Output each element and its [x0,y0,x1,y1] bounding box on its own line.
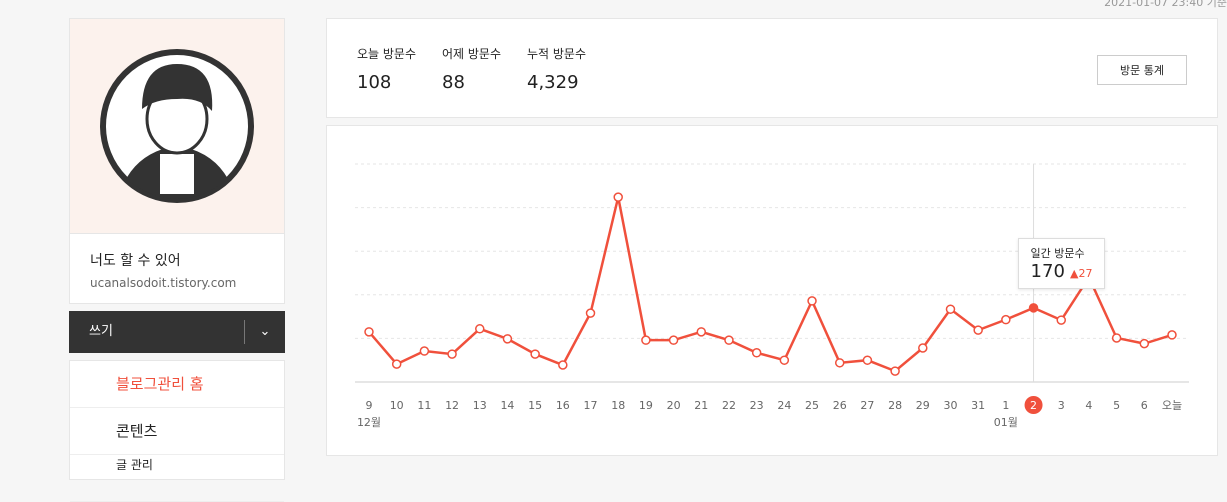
x-tick-label: 27 [860,399,874,412]
menu-item[interactable]: 콘텐츠 [70,408,284,455]
x-tick-label: 6 [1141,399,1148,412]
point [585,308,596,318]
category-highlight [1024,396,1043,414]
point [779,355,790,365]
x-tick-label: 13 [473,399,487,412]
x-tick-label: 14 [500,399,514,412]
line [368,196,1173,373]
x-tick-label: 16 [556,399,570,412]
point [807,296,817,306]
point [558,360,568,370]
point [475,324,485,334]
point [973,325,983,335]
stat-value: 4,329 [527,72,579,93]
page: 2021-01-07 23:40 기준 너도 할 수 있어 ucanalsodo… [69,0,1227,480]
point [364,327,374,337]
x-tick-label: 25 [805,399,819,412]
point [890,366,900,376]
x-tick-label: 21 [694,399,708,412]
x-tick-label: 28 [888,399,902,412]
point [1167,330,1177,340]
menu-item[interactable]: 글 관리 [70,455,284,502]
avatar [100,49,254,203]
x-sublabel: 01월 [994,416,1018,429]
point [862,355,873,365]
blog-url[interactable]: ucanalsodoit.tistory.com [90,276,237,290]
x-tick-label: 3 [1058,399,1065,412]
x-tick-label: 30 [943,399,957,412]
point [1028,303,1039,313]
point [1111,333,1122,343]
point [696,327,707,337]
x-tick-label: 9 [366,399,373,412]
tooltip: 일간 방문수 170 ▲27 [1017,237,1106,289]
dropdown-toggle[interactable]: ⌄ [244,320,285,344]
point [1001,314,1011,325]
stat-label: 누적 방문수 [527,47,587,61]
x-tick-label: 31 [971,399,985,412]
stat-label: 어제 방문수 [442,47,502,61]
point [751,348,762,358]
stat: 어제 방문수 88 [442,45,501,93]
x-tick-label: 2 [1030,399,1037,412]
x-tick-label: 26 [833,399,847,412]
point [641,335,651,345]
chart-card: 9 12월 10 11 12 13 14 15 16 17 18 19 20 21 22 23 24 25 26 27… [326,125,1218,456]
x-tick-label: 15 [528,399,542,412]
stat-value: 108 [357,72,392,93]
menu-item[interactable]: 블로그관리 홈 [70,361,284,408]
tooltip-change: 27 [1078,266,1093,280]
tooltip-value: 170 [1030,260,1065,282]
x-tick-label: 5 [1113,399,1120,412]
stat-label: 오늘 방문수 [357,47,417,61]
x-tick-label: 4 [1085,399,1092,412]
menu: 블로그관리 홈 콘텐츠 글 관리 [69,360,285,502]
point [1056,315,1066,325]
write-button[interactable]: 쓰기 ⌄ [69,311,285,353]
point [391,359,402,369]
stat-value: 88 [442,72,465,93]
x-tick-label: 29 [916,399,930,412]
x-tick-label: 20 [667,399,681,412]
stat: 누적 방문수 4,329 [527,45,586,93]
x-tick-label: 23 [750,399,764,412]
point [918,343,928,353]
stat: 오늘 방문수 108 [357,45,416,93]
x-tick-label: 12 [445,399,459,412]
point [724,335,734,345]
x-tick-label: 24 [777,399,791,412]
point [530,349,540,359]
profile-image[interactable] [69,18,285,234]
point [945,304,956,314]
point [668,335,679,345]
point [419,346,430,356]
tooltip-change-icon: ▲ [1070,266,1079,280]
stats-card: 오늘 방문수 108 어제 방문수 88 누적 방문수 4,329 방문 통계 [326,18,1218,118]
stats-button[interactable]: 방문 통계 [1097,55,1187,85]
blog-info: 너도 할 수 있어 ucanalsodoit.tistory.com [69,233,285,304]
point [447,349,457,359]
x-tick-label: 22 [722,399,736,412]
x-tick-label: 10 [390,399,404,412]
x-tick-label: 11 [417,399,431,412]
point [1139,338,1150,349]
x-tick-label: 18 [611,399,625,412]
x-tick-label: 1 [1002,399,1009,412]
x-tick-label: 17 [584,399,598,412]
write-label: 쓰기 [89,324,113,339]
x-tick-label: 오늘 [1162,399,1182,412]
timestamp: 2021-01-07 23:40 기준 [1104,0,1227,9]
x-sublabel: 12월 [357,416,381,429]
tooltip-title: 일간 방문수 [1030,246,1085,260]
point [613,192,623,202]
point [834,358,845,368]
x-tick-label: 19 [639,399,653,412]
point [502,334,513,344]
blog-name[interactable]: 너도 할 수 있어 [90,253,181,269]
